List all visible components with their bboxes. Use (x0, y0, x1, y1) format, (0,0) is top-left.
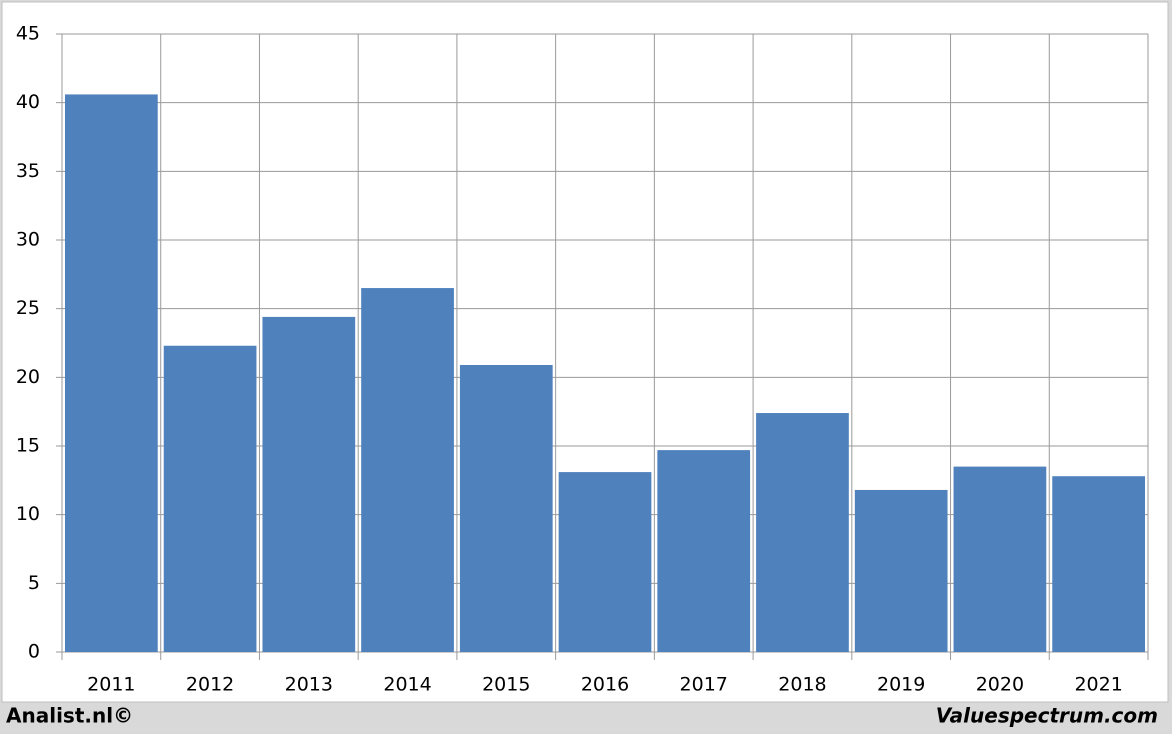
x-tick-label: 2017 (680, 674, 728, 696)
x-tick-label: 2014 (383, 674, 431, 696)
bar (657, 450, 751, 652)
x-tick-label: 2012 (186, 674, 234, 696)
y-tick-label: 10 (16, 503, 40, 525)
y-tick-label: 25 (16, 297, 40, 319)
bar (361, 288, 454, 652)
x-tick-label: 2019 (877, 674, 925, 696)
footer-right: Valuespectrum.com (936, 704, 1158, 728)
y-tick-label: 40 (16, 91, 40, 113)
bar (65, 94, 158, 653)
y-tick-label: 45 (16, 23, 40, 45)
x-tick-label: 2011 (87, 674, 135, 696)
y-tick-label: 15 (16, 435, 40, 457)
y-tick-label: 30 (16, 229, 40, 251)
bar (459, 364, 553, 652)
footer-left: Analist.nl© (6, 704, 133, 728)
x-tick-label: 2013 (285, 674, 333, 696)
bar (854, 489, 948, 652)
x-tick-label: 2016 (581, 674, 629, 696)
x-tick-label: 2020 (976, 674, 1024, 696)
y-tick-label: 20 (16, 366, 40, 388)
bar (163, 345, 257, 652)
bar (262, 316, 356, 652)
x-tick-label: 2018 (778, 674, 826, 696)
bar (953, 466, 1047, 652)
y-tick-label: 35 (16, 160, 40, 182)
bar (756, 413, 849, 652)
x-tick-label: 2015 (482, 674, 530, 696)
y-tick-label: 0 (28, 641, 40, 663)
y-tick-label: 5 (28, 572, 40, 594)
bar (1052, 476, 1145, 652)
x-tick-label: 2021 (1074, 674, 1122, 696)
bar (558, 472, 652, 652)
